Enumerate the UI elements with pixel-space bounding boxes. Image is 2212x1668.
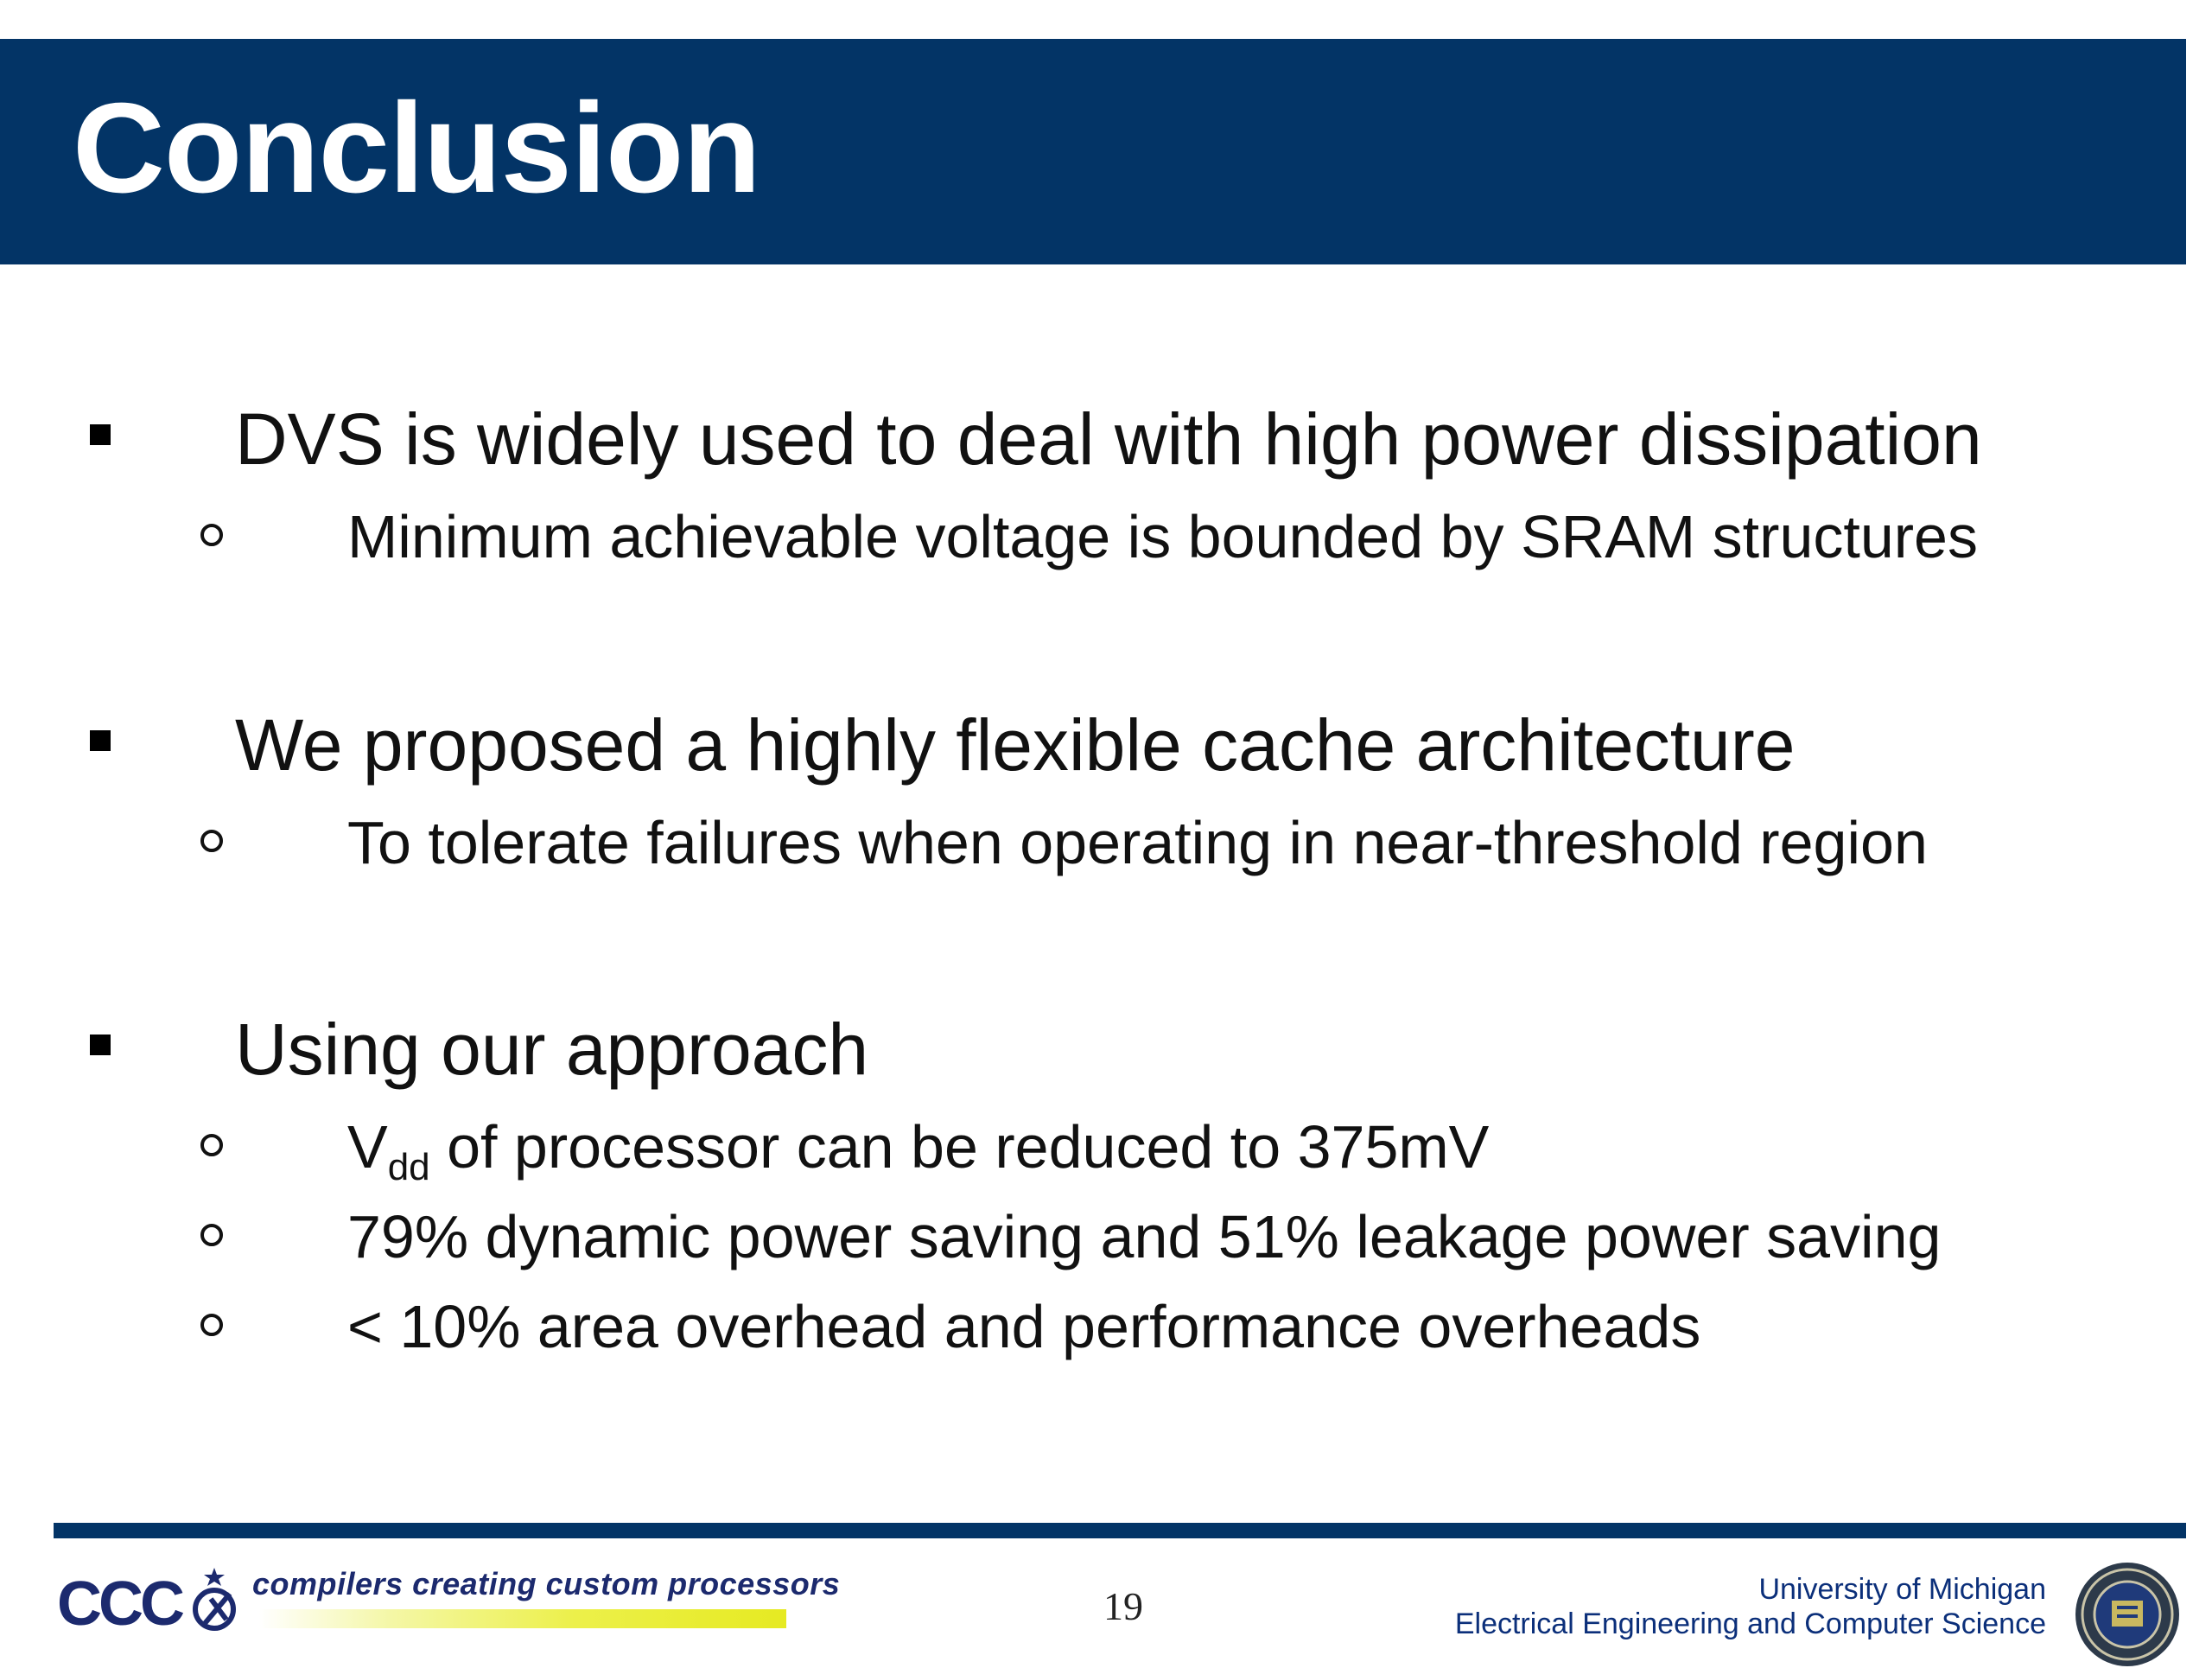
ccc-logo-icon: CCC	[57, 1568, 236, 1639]
tagline-highlight-bar	[259, 1609, 786, 1628]
bullet-text: DVS is widely used to deal with high pow…	[235, 398, 1982, 480]
sub-bullet-text: Vdd of processor can be reduced to 375mV	[347, 1108, 1489, 1206]
sub-bullet-text: < 10% area overhead and performance over…	[347, 1293, 1701, 1360]
slide-title: Conclusion	[73, 77, 761, 220]
square-bullet-icon	[90, 730, 111, 751]
sub-bullet-item: Minimum achievable voltage is bounded by…	[0, 498, 2212, 576]
bullet-item: DVS is widely used to deal with high pow…	[0, 396, 2212, 482]
title-bar	[0, 39, 2186, 264]
circle-bullet-icon	[200, 1224, 223, 1246]
circle-bullet-icon	[200, 1314, 223, 1336]
circle-bullet-icon	[200, 1134, 223, 1156]
vdd-base: V	[347, 1113, 388, 1181]
department-name: Electrical Engineering and Computer Scie…	[1454, 1608, 2046, 1640]
sub-bullet-text: 79% dynamic power saving and 51% leakage…	[347, 1203, 1942, 1270]
sub-bullet-item: To tolerate failures when operating in n…	[0, 804, 2212, 882]
square-bullet-icon	[90, 1035, 111, 1055]
sub-bullet-text: Minimum achievable voltage is bounded by…	[347, 503, 1978, 570]
university-seal-icon	[2075, 1563, 2179, 1666]
university-name: University of Michigan	[1758, 1573, 2046, 1606]
circle-bullet-icon	[200, 524, 223, 546]
tagline: compilers creating custom processors	[252, 1566, 841, 1601]
bullet-text: Using our approach	[235, 1009, 869, 1090]
vdd-rest: of processor can be reduced to 375mV	[429, 1113, 1490, 1181]
square-bullet-icon	[90, 424, 111, 445]
sub-bullet-item: Vdd of processor can be reduced to 375mV	[0, 1108, 2212, 1188]
sub-bullet-item: < 10% area overhead and performance over…	[0, 1288, 2212, 1366]
page-number: 19	[1103, 1584, 1143, 1628]
bullet-item: We proposed a highly flexible cache arch…	[0, 702, 2212, 788]
footer-rule	[54, 1523, 2186, 1538]
circle-bullet-icon	[200, 830, 223, 852]
logo-text: CCC	[57, 1569, 184, 1639]
sub-bullet-text: To tolerate failures when operating in n…	[347, 809, 1928, 876]
sub-bullet-item: 79% dynamic power saving and 51% leakage…	[0, 1198, 2212, 1276]
vdd-subscript: dd	[387, 1146, 430, 1188]
bullet-text: We proposed a highly flexible cache arch…	[235, 704, 1796, 786]
bullet-item: Using our approach	[0, 1006, 2212, 1092]
